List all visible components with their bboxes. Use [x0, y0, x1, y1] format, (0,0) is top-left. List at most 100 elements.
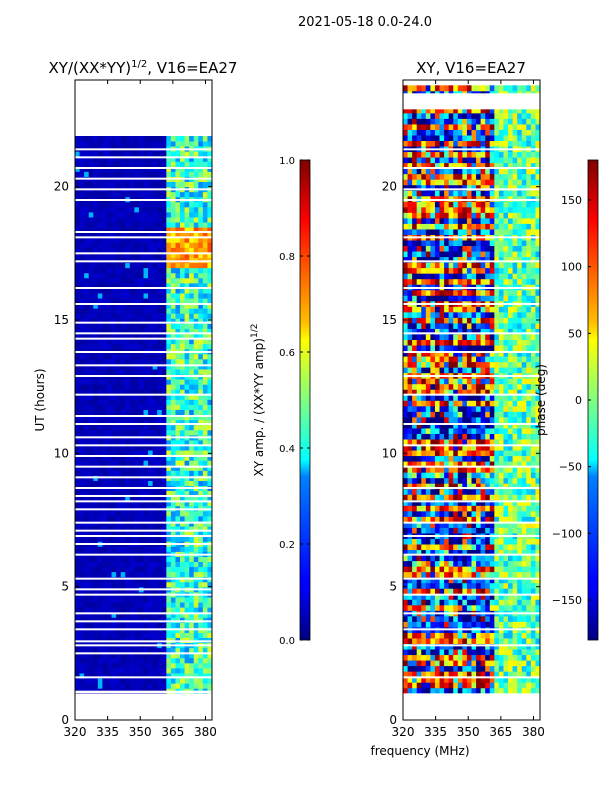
heatmap-cell — [116, 156, 122, 162]
heatmap-cell — [403, 621, 408, 628]
heatmap-cell — [84, 318, 90, 324]
heatmap-cell — [202, 333, 208, 340]
heatmap-cell — [161, 293, 167, 299]
heatmap-cell — [421, 660, 427, 667]
heatmap-cell — [476, 405, 482, 412]
heatmap-cell — [84, 531, 90, 537]
heatmap-cell — [466, 527, 472, 534]
heatmap-cell — [202, 237, 208, 243]
heatmap-cell — [143, 500, 149, 507]
heatmap-cell — [193, 262, 199, 269]
heatmap-cell — [166, 262, 172, 269]
heatmap-cell — [512, 665, 518, 672]
heatmap-cell — [93, 151, 99, 157]
heatmap-cell — [198, 429, 204, 436]
heatmap-cell — [207, 414, 212, 421]
heatmap-cell — [111, 652, 117, 659]
heatmap-cell — [512, 461, 518, 468]
heatmap-cell — [84, 495, 90, 502]
heatmap-cell — [84, 460, 90, 466]
heatmap-cell — [198, 369, 204, 375]
heatmap-cell — [152, 597, 158, 603]
heatmap-cell — [152, 495, 158, 502]
heatmap-cell — [498, 416, 504, 423]
heatmap-cell — [448, 450, 454, 457]
heatmap-cell — [161, 247, 167, 253]
heatmap-cell — [120, 622, 126, 628]
heatmap-cell — [152, 171, 158, 177]
heatmap-cell — [129, 217, 135, 223]
heatmap-cell — [202, 566, 208, 573]
heatmap-cell — [193, 450, 199, 456]
heatmap-cell — [494, 505, 500, 512]
heatmap-cell — [106, 612, 112, 618]
heatmap-cell — [93, 460, 99, 466]
heatmap-cell — [161, 267, 167, 274]
heatmap-cell — [125, 678, 131, 684]
heatmap-cell — [111, 272, 117, 279]
heatmap-cell — [184, 399, 190, 405]
heatmap-cell — [193, 288, 199, 294]
heatmap-cell — [193, 237, 199, 243]
heatmap-cell — [84, 161, 90, 167]
heatmap-cell — [530, 439, 536, 446]
heatmap-cell — [462, 455, 468, 462]
heatmap-cell — [508, 516, 513, 523]
heatmap-cell — [129, 328, 135, 334]
heatmap-cell — [129, 201, 135, 208]
heatmap-cell — [170, 531, 176, 537]
heatmap-cell — [134, 632, 140, 638]
heatmap-cell — [439, 472, 445, 479]
heatmap-cell — [508, 604, 513, 611]
heatmap-cell — [88, 445, 94, 451]
heatmap-cell — [175, 602, 181, 608]
heatmap-cell — [485, 621, 491, 628]
heatmap-cell — [143, 364, 149, 370]
heatmap-cell — [207, 293, 212, 299]
heatmap-cell — [439, 599, 445, 606]
heatmap-cell — [111, 450, 117, 456]
heatmap-cell — [157, 293, 163, 299]
heatmap-cell — [521, 422, 527, 429]
heatmap-cell — [444, 416, 450, 423]
heatmap-cell — [184, 353, 190, 360]
heatmap-cell — [180, 379, 185, 385]
heatmap-cell — [97, 566, 103, 573]
heatmap-cell — [444, 521, 450, 528]
heatmap-cell — [138, 328, 144, 334]
heatmap-cell — [480, 632, 486, 639]
heatmap-cell — [193, 161, 199, 167]
heatmap-cell — [439, 505, 445, 512]
heatmap-cell — [489, 505, 495, 512]
heatmap-cell — [161, 450, 167, 456]
heatmap-cell — [403, 549, 408, 556]
heatmap-cell — [421, 588, 427, 595]
heatmap-cell — [116, 678, 122, 684]
heatmap-cell — [494, 527, 500, 534]
heatmap-cell — [503, 632, 509, 639]
heatmap-cell — [480, 549, 486, 556]
heatmap-cell — [170, 369, 176, 375]
heatmap-cell — [125, 531, 131, 537]
heatmap-cell — [166, 409, 172, 416]
heatmap-cell — [517, 621, 523, 628]
heatmap-cell — [439, 687, 445, 694]
heatmap-cell — [84, 191, 90, 198]
heatmap-cell — [189, 500, 195, 507]
heatmap-cell — [75, 662, 80, 669]
heatmap-cell — [202, 191, 208, 198]
heatmap-cell — [207, 308, 212, 314]
heatmap-cell — [75, 384, 80, 390]
heatmap-cell — [412, 654, 418, 661]
heatmap-cell — [134, 617, 140, 623]
heatmap-cell — [193, 581, 199, 588]
heatmap-cell — [157, 303, 163, 309]
heatmap-cell — [161, 668, 167, 674]
heatmap-cell — [480, 599, 486, 606]
heatmap-cell — [84, 217, 90, 223]
heatmap-cell — [416, 632, 422, 639]
heatmap-cell — [462, 521, 468, 528]
heatmap-cell — [421, 439, 427, 446]
heatmap-cell — [120, 662, 126, 669]
heatmap-cell — [157, 343, 163, 350]
